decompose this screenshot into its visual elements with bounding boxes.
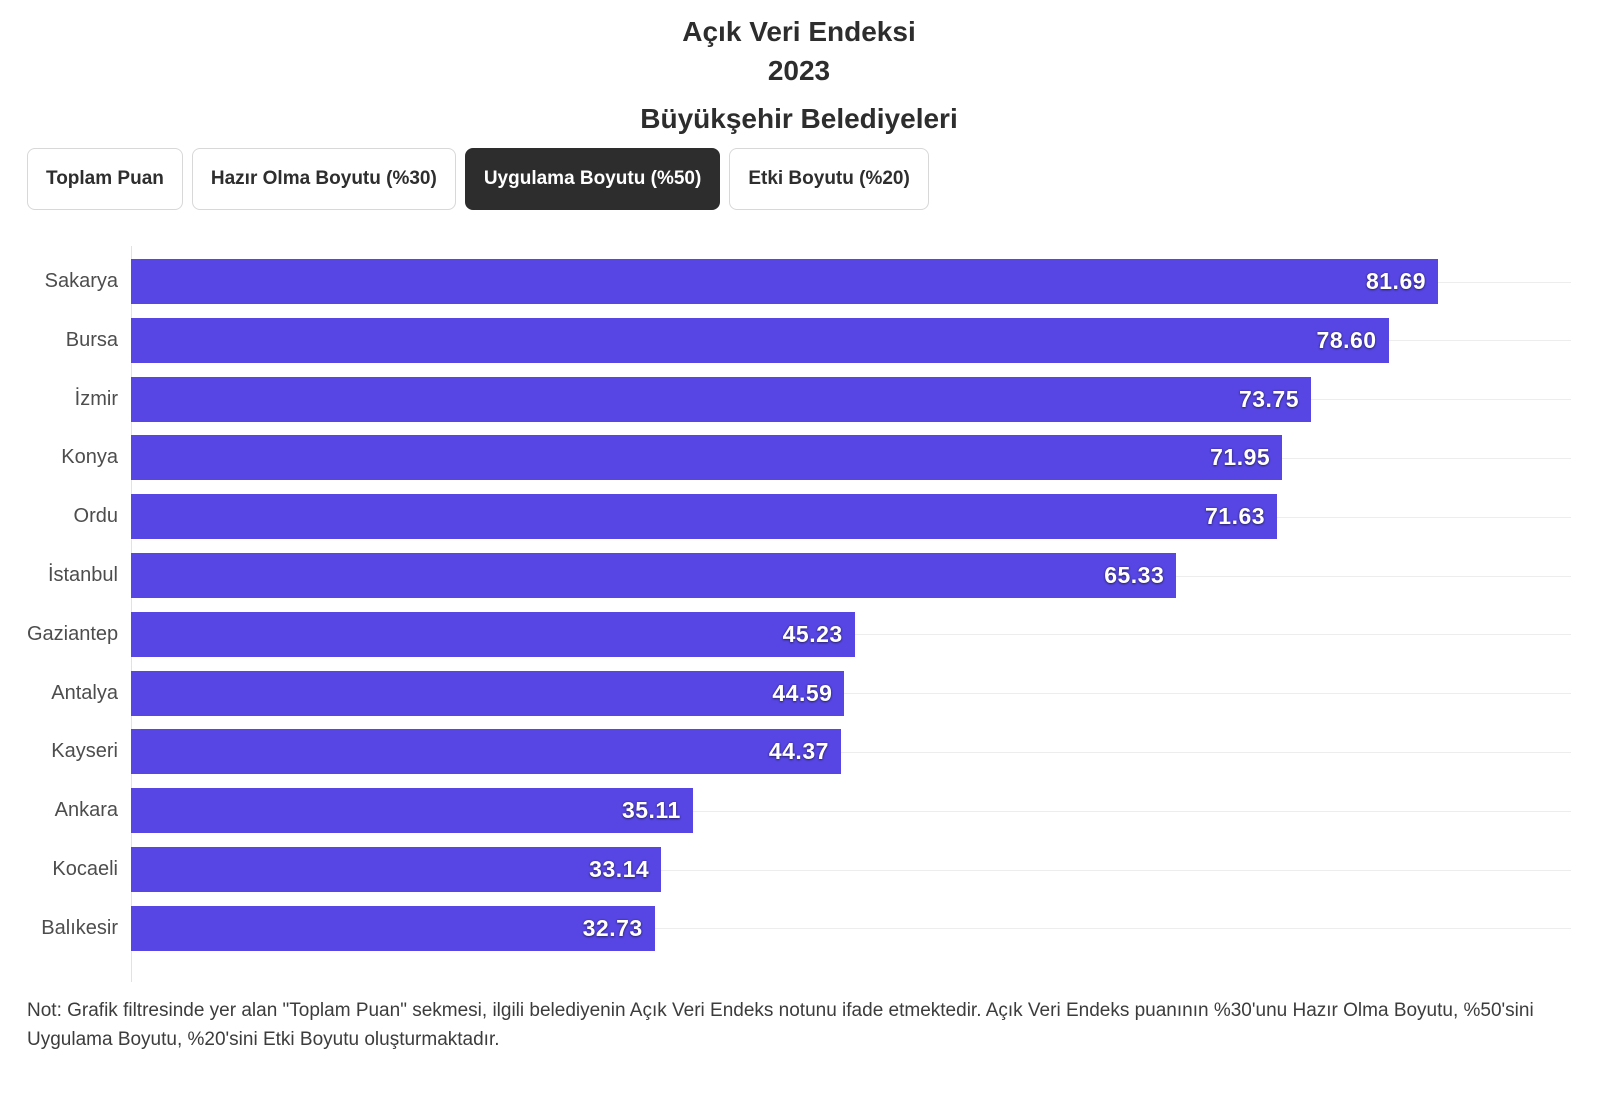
row-plot-area: 71.95 bbox=[131, 429, 1571, 488]
category-label: Kocaeli bbox=[52, 858, 118, 881]
value-label: 32.73 bbox=[582, 914, 643, 941]
category-label: Gaziantep bbox=[27, 622, 119, 645]
category-label: Kayseri bbox=[51, 740, 118, 763]
note-text: Not: Grafik filtresinde yer alan "Toplam… bbox=[27, 999, 1534, 1051]
gridline bbox=[131, 869, 1571, 871]
row-plot-area: 73.75 bbox=[131, 370, 1571, 429]
bar: 44.37 bbox=[131, 729, 841, 775]
category-label: Sakarya bbox=[44, 270, 118, 293]
bar: 73.75 bbox=[131, 376, 1311, 422]
gridline bbox=[131, 751, 1571, 753]
page: Açık Veri Endeksi 2023 Büyükşehir Beledi… bbox=[27, 12, 1571, 1051]
chart-title-line1: Açık Veri Endeksi bbox=[682, 16, 916, 47]
chart-row: Bursa 78.60 bbox=[27, 311, 1571, 370]
category-label: İzmir bbox=[74, 387, 118, 410]
chart-row: Gaziantep 45.23 bbox=[27, 605, 1571, 664]
bar: 71.95 bbox=[131, 435, 1283, 481]
category-label: Ordu bbox=[73, 505, 118, 528]
row-plot-area: 45.23 bbox=[131, 605, 1571, 664]
category-label: Konya bbox=[61, 446, 118, 469]
chart-row: Ankara 35.11 bbox=[27, 781, 1571, 840]
bar: 32.73 bbox=[131, 905, 655, 951]
value-label: 78.60 bbox=[1316, 326, 1377, 353]
tab-toplam-puan[interactable]: Toplam Puan bbox=[27, 148, 183, 211]
bar: 71.63 bbox=[131, 494, 1278, 540]
chart-row: Konya 71.95 bbox=[27, 429, 1571, 488]
gridline bbox=[131, 810, 1571, 812]
category-label: Bursa bbox=[65, 328, 118, 351]
filter-tabs: Toplam Puan Hazır Olma Boyutu (%30) Uygu… bbox=[27, 148, 1571, 211]
chart-row: Balıkesir 32.73 bbox=[27, 899, 1571, 958]
value-label: 33.14 bbox=[589, 856, 650, 883]
value-label: 71.95 bbox=[1210, 444, 1271, 471]
chart-row: Kocaeli 33.14 bbox=[27, 840, 1571, 899]
category-label: İstanbul bbox=[47, 564, 118, 587]
row-plot-area: 44.59 bbox=[131, 664, 1571, 723]
category-label: Balıkesir bbox=[41, 916, 118, 939]
chart-title-line2: 2023 bbox=[767, 55, 831, 87]
tab-etki-boyutu[interactable]: Etki Boyutu (%20) bbox=[729, 148, 929, 211]
bar: 65.33 bbox=[131, 553, 1177, 599]
value-label: 44.37 bbox=[768, 738, 829, 765]
value-label: 35.11 bbox=[621, 797, 681, 824]
row-plot-area: 32.73 bbox=[131, 899, 1571, 958]
value-label: 44.59 bbox=[772, 679, 833, 706]
row-plot-area: 65.33 bbox=[131, 546, 1571, 605]
gridline bbox=[131, 928, 1571, 930]
value-label: 45.23 bbox=[782, 620, 843, 647]
bar-chart: Sakarya 81.69 Bursa 78.60 İzmir 73.75 Konya 71.… bbox=[27, 246, 1571, 982]
chart-row: Kayseri 44.37 bbox=[27, 723, 1571, 782]
chart-subtitle: Büyükşehir Belediyeleri bbox=[640, 103, 958, 135]
value-label: 81.69 bbox=[1365, 268, 1427, 295]
chart-row: Antalya 44.59 bbox=[27, 664, 1571, 723]
chart-row: İzmir 73.75 bbox=[27, 370, 1571, 429]
row-plot-area: 35.11 bbox=[131, 781, 1571, 840]
tab-uygulama-boyutu[interactable]: Uygulama Boyutu (%50) bbox=[464, 148, 721, 211]
bar: 33.14 bbox=[131, 847, 662, 893]
bar: 44.59 bbox=[131, 670, 845, 716]
value-label: 65.33 bbox=[1104, 562, 1165, 589]
row-plot-area: 71.63 bbox=[131, 487, 1571, 546]
value-label: 71.63 bbox=[1205, 503, 1266, 530]
value-label: 73.75 bbox=[1238, 385, 1299, 412]
chart-row: Sakarya 81.69 bbox=[27, 252, 1571, 311]
bar: 35.11 bbox=[131, 788, 693, 834]
chart-header: Açık Veri Endeksi 2023 Büyükşehir Beledi… bbox=[27, 12, 1571, 135]
bar: 81.69 bbox=[131, 259, 1439, 305]
category-label: Antalya bbox=[51, 681, 118, 704]
row-plot-area: 33.14 bbox=[131, 840, 1571, 899]
chart-row: İstanbul 65.33 bbox=[27, 546, 1571, 605]
category-label: Ankara bbox=[54, 799, 118, 822]
row-plot-area: 78.60 bbox=[131, 311, 1571, 370]
bar: 78.60 bbox=[131, 317, 1389, 363]
chart-row: Ordu 71.63 bbox=[27, 487, 1571, 546]
bar: 45.23 bbox=[131, 611, 855, 657]
row-plot-area: 44.37 bbox=[131, 723, 1571, 782]
row-plot-area: 81.69 bbox=[131, 252, 1571, 311]
tab-hazir-olma-boyutu[interactable]: Hazır Olma Boyutu (%30) bbox=[191, 148, 456, 211]
gridline bbox=[131, 693, 1571, 695]
